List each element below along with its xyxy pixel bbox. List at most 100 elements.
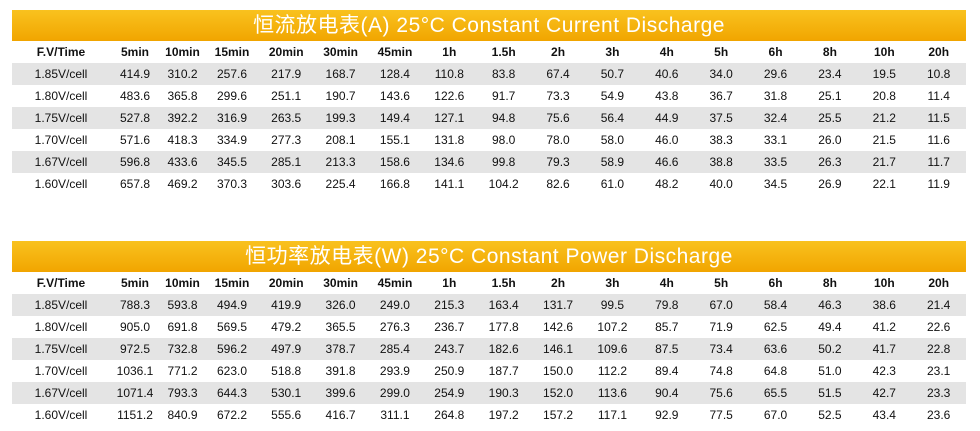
row-label: 1.70V/cell: [34, 364, 88, 378]
table-block: 恒功率放电表(W) 25°C Constant Power Discharge F…: [12, 241, 966, 426]
table-cell: 75.6: [546, 111, 570, 125]
header-cell: 8h: [822, 276, 837, 290]
table-cell: 11.5: [927, 111, 950, 125]
table-cell: 215.3: [434, 298, 465, 312]
table-cell: 40.6: [655, 67, 679, 81]
header-cell: 4h: [659, 276, 674, 290]
table-cell: 152.0: [543, 386, 574, 400]
table-cell: 469.2: [167, 177, 198, 191]
table-cell: 36.7: [709, 89, 733, 103]
table-cell: 149.4: [379, 111, 410, 125]
header-cell: 5min: [120, 45, 149, 59]
table-cell: 310.2: [167, 67, 198, 81]
table-cell: 299.6: [216, 89, 248, 103]
header-cell: 6h: [768, 45, 783, 59]
table-cell: 34.5: [763, 177, 788, 191]
table-cell: 225.4: [325, 177, 356, 191]
table-cell: 142.6: [543, 320, 574, 334]
table-cell: 21.4: [927, 298, 951, 312]
table-block: 恒流放电表(A) 25°C Constant Current Discharge…: [12, 10, 966, 195]
table-cell: 65.5: [763, 386, 788, 400]
table-cell: 276.3: [379, 320, 410, 334]
table-cell: 22.8: [927, 342, 951, 356]
table-cell: 51.0: [818, 364, 842, 378]
table-cell: 21.2: [872, 111, 896, 125]
table-cell: 182.6: [488, 342, 519, 356]
table-cell: 23.4: [818, 67, 842, 81]
table-cell: 494.9: [216, 298, 248, 312]
table-cell: 32.4: [763, 111, 788, 125]
table-cell: 44.9: [655, 111, 679, 125]
header-cell: 20min: [268, 276, 304, 290]
header-cell: 10min: [165, 276, 200, 290]
table-cell: 11.9: [927, 177, 950, 191]
table-cell: 569.5: [216, 320, 248, 334]
table-row: 1.70V/cell 571.6 418.3 334.9 277.3 208.1 155.1…: [12, 129, 966, 151]
table-cell: 263.5: [271, 111, 302, 125]
table-cell: 177.8: [488, 320, 519, 334]
table-cell: 41.2: [872, 320, 896, 334]
table-cell: 732.8: [167, 342, 198, 356]
table-cell: 311.1: [380, 408, 410, 422]
table-cell: 249.0: [379, 298, 410, 312]
table-cell: 157.2: [543, 408, 574, 422]
table-cell: 110.8: [434, 67, 464, 81]
table-cell: 254.9: [434, 386, 465, 400]
row-label: 1.60V/cell: [34, 177, 88, 191]
table-cell: 840.9: [167, 408, 198, 422]
table-cell: 10.8: [927, 67, 951, 81]
table-cell: 251.1: [271, 89, 302, 103]
header-cell: 4h: [659, 45, 674, 59]
table-cell: 527.8: [119, 111, 151, 125]
table-cell: 691.8: [167, 320, 198, 334]
header-cell: F.V/Time: [36, 276, 86, 290]
table-row: 1.60V/cell 1151.2 840.9 672.2 555.6 416.7 311.…: [12, 404, 966, 426]
table-cell: 85.7: [655, 320, 679, 334]
table-cell: 334.9: [216, 133, 248, 147]
row-label: 1.60V/cell: [34, 408, 88, 422]
table-cell: 365.8: [167, 89, 198, 103]
table-cell: 303.6: [271, 177, 302, 191]
header-cell: 5h: [714, 45, 729, 59]
table-cell: 78.0: [546, 133, 570, 147]
table-cell: 771.2: [167, 364, 198, 378]
table-cell: 52.5: [818, 408, 842, 422]
table-cell: 34.0: [709, 67, 733, 81]
header-row: F.V/Time 5min 10min 15min 20min 30min 45min 1h 1…: [12, 272, 966, 294]
table-cell: 264.8: [434, 408, 465, 422]
table-cell: 122.6: [434, 89, 465, 103]
table-cell: 593.8: [167, 298, 198, 312]
table-cell: 23.1: [927, 364, 951, 378]
table-row: 1.75V/cell 972.5 732.8 596.2 497.9 378.7 285.4…: [12, 338, 966, 360]
table-cell: 75.6: [709, 386, 733, 400]
table-cell: 98.0: [492, 133, 516, 147]
table-cell: 38.8: [709, 155, 733, 169]
table-cell: 62.5: [763, 320, 788, 334]
table-cell: 128.4: [379, 67, 410, 81]
header-row: F.V/Time 5min 10min 15min 20min 30min 45min 1h 1…: [12, 41, 966, 63]
table-cell: 972.5: [119, 342, 151, 356]
table-cell: 190.3: [488, 386, 519, 400]
header-cell: 15min: [214, 276, 250, 290]
table-cell: 22.1: [872, 177, 896, 191]
table-cell: 26.3: [818, 155, 842, 169]
header-cell: 2h: [551, 45, 566, 59]
table-cell: 316.9: [216, 111, 248, 125]
table-cell: 644.3: [216, 386, 248, 400]
table-cell: 48.2: [655, 177, 679, 191]
table-row: 1.75V/cell 527.8 392.2 316.9 263.5 199.3 149.4…: [12, 107, 966, 129]
table-cell: 40.0: [709, 177, 733, 191]
table-cell: 672.2: [216, 408, 248, 422]
table-cell: 345.5: [216, 155, 248, 169]
table-cell: 11.7: [927, 155, 950, 169]
row-label: 1.75V/cell: [34, 342, 88, 356]
table-cell: 79.3: [546, 155, 570, 169]
table-cell: 46.3: [818, 298, 842, 312]
table-cell: 555.6: [271, 408, 302, 422]
header-cell: 1h: [442, 45, 457, 59]
table-cell: 54.9: [600, 89, 625, 103]
table-cell: 257.6: [216, 67, 248, 81]
table-cell: 793.3: [167, 386, 198, 400]
table-cell: 91.7: [492, 89, 516, 103]
